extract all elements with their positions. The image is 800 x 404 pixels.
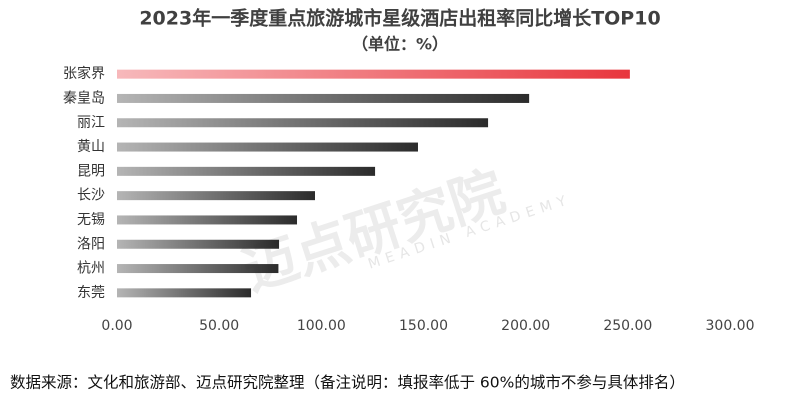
bar: [117, 142, 418, 152]
bar: [117, 69, 630, 79]
y-tick-label: 昆明: [77, 163, 105, 179]
bar: [117, 264, 279, 274]
bar: [117, 288, 252, 298]
footnote: 数据来源：文化和旅游部、迈点研究院整理（备注说明：填报率低于 60%的城市不参与…: [10, 373, 685, 392]
x-tick-label: 0.00: [101, 318, 132, 334]
chart-title: 2023年一季度重点旅游城市星级酒店出租率同比增长TOP10: [139, 7, 660, 30]
x-tick-label: 250.00: [603, 318, 652, 334]
y-tick-label: 秦皇岛: [63, 90, 105, 106]
bar: [117, 166, 376, 176]
y-tick-label: 丽江: [77, 115, 105, 131]
bar: [117, 191, 315, 201]
x-tick-label: 50.00: [199, 318, 239, 334]
bar: [117, 215, 298, 225]
x-tick-label: 100.00: [297, 318, 346, 334]
bar: [117, 93, 530, 103]
y-tick-label: 杭州: [77, 261, 105, 277]
chart-subtitle: （单位：%）: [352, 35, 448, 54]
bar: [117, 239, 280, 249]
x-tick-label: 200.00: [501, 318, 550, 334]
x-tick-label: 300.00: [706, 318, 755, 334]
y-tick-label: 张家界: [63, 65, 105, 82]
x-tick-label: 150.00: [399, 318, 448, 334]
y-tick-label: 东莞: [77, 285, 105, 301]
y-tick-label: 洛阳: [77, 236, 105, 252]
y-tick-label: 长沙: [77, 188, 105, 204]
y-tick-label: 无锡: [77, 212, 105, 228]
bar: [117, 118, 489, 128]
y-tick-label: 黄山: [77, 138, 105, 155]
